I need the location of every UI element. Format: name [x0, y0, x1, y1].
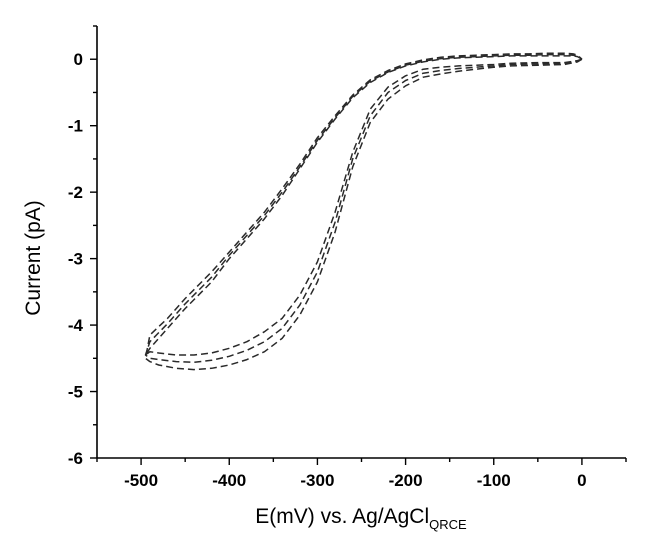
x-tick-label: -200: [389, 471, 423, 490]
x-tick-label: 0: [577, 471, 586, 490]
y-tick-label: -6: [68, 449, 83, 468]
cv-trace-2: [144, 53, 583, 364]
y-tick-label: -1: [68, 117, 83, 136]
x-tick-label: -300: [300, 471, 334, 490]
y-tick-label: 0: [74, 50, 83, 69]
x-axis-label-main: E(mV) vs. Ag/AgCl: [255, 505, 429, 528]
plot-frame: [96, 26, 626, 459]
cv-trace-1: [144, 55, 583, 356]
x-axis-label: E(mV) vs. Ag/AgClQRCE: [255, 505, 467, 532]
y-tick-label: -3: [68, 250, 83, 269]
x-tick-label: -400: [212, 471, 246, 490]
y-tick-label: -5: [68, 383, 83, 402]
y-tick-label: -2: [68, 183, 83, 202]
y-axis-label: Current (pA): [22, 200, 45, 316]
x-tick-label: -100: [477, 471, 511, 490]
x-tick-label: -500: [124, 471, 158, 490]
y-axis-ticks: 0 -1 -2 -3 -4 -5 -6: [68, 25, 97, 468]
x-axis-ticks: -500 -400 -300 -200 -100 0: [96, 458, 627, 490]
y-tick-label: -4: [68, 316, 84, 335]
x-axis-label-subscript: QRCE: [429, 517, 467, 532]
cv-trace-3: [144, 52, 583, 371]
data-series-layer: [144, 52, 583, 371]
